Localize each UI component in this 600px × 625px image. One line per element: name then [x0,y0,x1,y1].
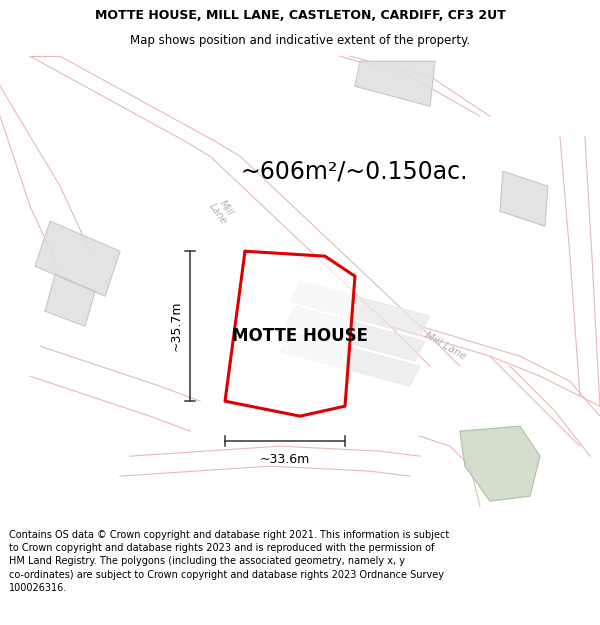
Text: MOTTE HOUSE: MOTTE HOUSE [232,327,368,345]
Polygon shape [225,251,355,416]
Polygon shape [35,221,120,296]
Text: ~33.6m: ~33.6m [260,452,310,466]
Text: ~35.7m: ~35.7m [170,301,182,351]
Polygon shape [280,331,420,386]
Text: Mill
Lane: Mill Lane [208,196,236,226]
Text: Map shows position and indicative extent of the property.: Map shows position and indicative extent… [130,34,470,47]
Polygon shape [355,61,435,106]
Text: MOTTE HOUSE, MILL LANE, CASTLETON, CARDIFF, CF3 2UT: MOTTE HOUSE, MILL LANE, CASTLETON, CARDI… [95,9,505,22]
Text: Mill Lane: Mill Lane [422,331,467,362]
Polygon shape [45,274,95,326]
Text: Contains OS data © Crown copyright and database right 2021. This information is : Contains OS data © Crown copyright and d… [9,530,449,593]
Polygon shape [460,426,540,501]
Polygon shape [285,306,425,361]
Polygon shape [290,281,430,336]
Text: ~606m²/~0.150ac.: ~606m²/~0.150ac. [240,159,467,183]
Polygon shape [500,171,548,226]
